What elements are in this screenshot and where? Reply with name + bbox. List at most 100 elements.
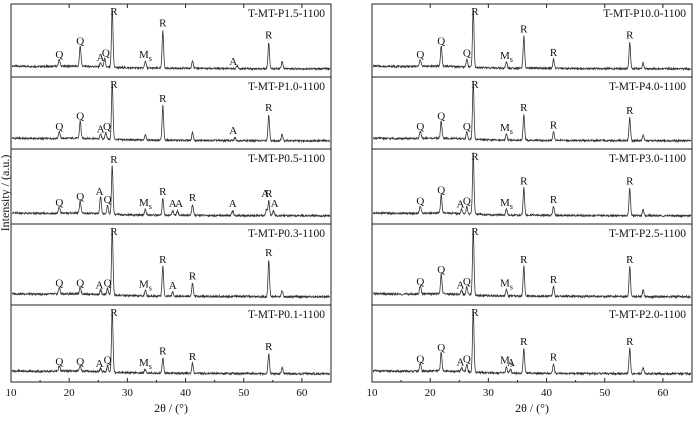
peak-label: Q: [437, 35, 445, 47]
x-tick-label: 40: [180, 387, 192, 399]
peak-label: Q: [55, 356, 63, 368]
peak-label: A: [456, 199, 464, 211]
peak-label: Q: [104, 277, 112, 289]
peak-label: R: [265, 247, 273, 259]
peak-label: R: [520, 102, 528, 114]
peak-label: A: [456, 279, 464, 291]
peak-label: Q: [76, 35, 84, 47]
x-axis-title: 2θ / (°): [154, 401, 188, 415]
xrd-pattern: [373, 8, 691, 72]
peak-label: R: [110, 307, 118, 319]
x-tick-label: 40: [541, 387, 553, 399]
peak-label: R: [550, 352, 558, 364]
x-tick-label: 30: [483, 387, 495, 399]
peak-label: Ms: [139, 197, 152, 211]
sample-label: T-MT-P4.0-1100: [609, 81, 686, 93]
peak-label: Q: [55, 49, 63, 61]
peak-label: R: [471, 6, 479, 18]
peak-label: Q: [102, 48, 110, 60]
peak-label: R: [110, 79, 118, 91]
plot-frame: [371, 3, 693, 383]
peak-label: Q: [416, 276, 424, 288]
xrd-pattern: [11, 227, 331, 300]
x-tick-label: 20: [64, 387, 76, 399]
peak-label: R: [626, 105, 634, 117]
peak-label: Q: [416, 196, 424, 208]
peak-label: R: [159, 18, 167, 30]
peak-label: R: [550, 47, 558, 59]
sample-label: T-MT-P1.5-1100: [248, 8, 325, 20]
peak-label: R: [265, 102, 273, 114]
sample-label: T-MT-P2.5-1100: [609, 228, 686, 240]
peak-label: R: [471, 151, 479, 163]
peak-label: Q: [55, 121, 63, 133]
peak-label: R: [159, 93, 167, 105]
x-tick-label: 60: [296, 387, 308, 399]
sample-label: T-MT-P2.0-1100: [609, 309, 686, 321]
peak-label: A: [95, 279, 103, 291]
peak-label: R: [626, 336, 634, 348]
peak-label: R: [520, 254, 528, 266]
xrd-pattern: [372, 80, 692, 144]
sample-label: T-MT-P1.0-1100: [248, 81, 325, 93]
peak-label: A: [169, 198, 177, 210]
xrd-pattern: [372, 309, 692, 377]
xrd-pattern: [372, 152, 692, 219]
peak-label: R: [159, 254, 167, 266]
x-tick-label: 50: [599, 387, 611, 399]
peak-label: R: [159, 186, 167, 198]
x-tick-label: 10: [367, 387, 379, 399]
sample-label: T-MT-P0.5-1100: [248, 153, 325, 165]
peak-label: A: [175, 198, 183, 210]
peak-label: R: [471, 226, 479, 238]
peak-label: R: [265, 188, 273, 200]
xrd-pattern: [11, 309, 331, 377]
peak-label: A: [229, 125, 237, 137]
peak-label: Q: [463, 276, 471, 288]
peak-label: A: [97, 123, 105, 135]
peak-label: Q: [104, 194, 112, 206]
peak-label: Ms: [139, 357, 152, 371]
peak-label: Ms: [500, 355, 513, 369]
peak-label: A: [229, 56, 237, 68]
peak-label: Q: [463, 196, 471, 208]
x-tick-label: 30: [122, 387, 134, 399]
peak-label: R: [550, 274, 558, 286]
peak-label: R: [189, 351, 197, 363]
peak-label: Q: [463, 353, 471, 365]
peak-label: R: [520, 336, 528, 348]
peak-label: R: [520, 24, 528, 36]
peak-label: Q: [437, 111, 445, 123]
xrd-pattern: [11, 81, 331, 144]
peak-label: Ms: [500, 50, 513, 64]
plot-frame: [10, 3, 332, 383]
peak-label: R: [520, 176, 528, 188]
y-axis-title: Intensity / (a.u.): [0, 155, 12, 232]
peak-label: R: [265, 29, 273, 41]
peak-label: Q: [104, 355, 112, 367]
peak-label: R: [626, 29, 634, 41]
xrd-pattern: [11, 8, 331, 72]
peak-label: Q: [55, 197, 63, 209]
xrd-panel-1: 10 20 30 40 50 60 2θ / (°) Intensity / (a.u.) T-…: [0, 3, 332, 415]
peak-label: A: [229, 198, 237, 210]
peak-label: Q: [103, 121, 111, 133]
xrd-pattern: [373, 228, 692, 300]
peak-label: Ms: [139, 279, 152, 293]
peak-label: R: [550, 194, 558, 206]
peak-label: R: [265, 341, 273, 353]
peak-label: R: [110, 6, 118, 18]
peak-label: R: [626, 254, 634, 266]
peak-label: R: [626, 176, 634, 188]
peak-label: Ms: [500, 277, 513, 291]
peak-label: Q: [437, 185, 445, 197]
peak-label: R: [110, 154, 118, 166]
peak-label: A: [507, 357, 515, 369]
peak-label: R: [471, 79, 479, 91]
peak-label: Q: [463, 121, 471, 133]
sample-label: T-MT-P0.1-1100: [248, 309, 325, 321]
peak-label: A: [169, 280, 177, 292]
peak-label: A: [95, 186, 103, 198]
x-tick-label: 10: [6, 387, 18, 399]
